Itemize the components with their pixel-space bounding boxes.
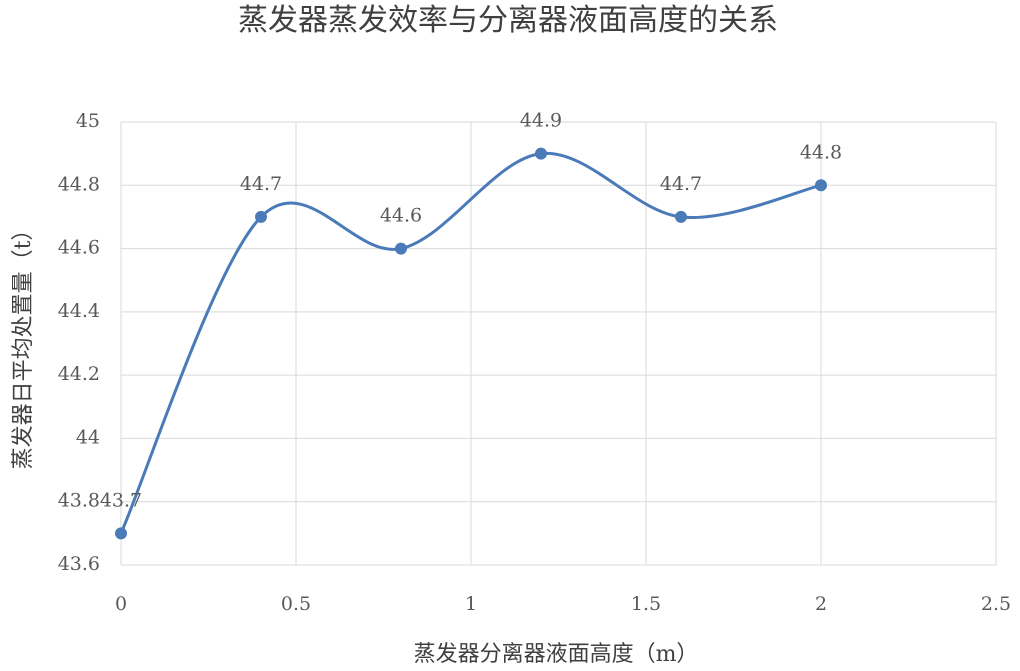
marker xyxy=(535,147,547,160)
chart-title: 蒸发器蒸发效率与分离器液面高度的关系 xyxy=(238,3,778,38)
y-tick-label: 43.8 xyxy=(58,490,100,512)
y-axis-label: 蒸发器日平均处置量（t） xyxy=(11,219,36,470)
x-tick-label: 2 xyxy=(815,593,827,615)
x-tick-label: 0 xyxy=(115,593,127,615)
marker xyxy=(395,242,407,255)
y-tick-label: 45 xyxy=(76,110,100,132)
y-tick-label: 44 xyxy=(76,426,100,448)
data-label: 44.7 xyxy=(240,173,282,195)
marker xyxy=(675,210,687,223)
x-tick-label: 1 xyxy=(465,593,477,615)
marker xyxy=(115,527,127,540)
y-tick-label: 44.8 xyxy=(58,173,100,195)
y-tick-label: 44.6 xyxy=(58,237,100,259)
x-tick-label: 0.5 xyxy=(281,593,311,615)
marker xyxy=(815,179,827,192)
data-label: 44.6 xyxy=(380,205,422,227)
data-label: 43.7 xyxy=(100,489,142,511)
y-tick-label: 44.2 xyxy=(58,363,100,385)
x-tick-label: 1.5 xyxy=(631,593,661,615)
x-tick-label: 2.5 xyxy=(981,593,1011,615)
data-label: 44.8 xyxy=(800,141,842,163)
y-tick-label: 43.6 xyxy=(58,553,100,575)
data-label: 44.9 xyxy=(520,110,562,132)
y-tick-label: 44.4 xyxy=(58,300,100,322)
marker xyxy=(255,210,267,223)
x-axis-label: 蒸发器分离器液面高度（m） xyxy=(414,642,699,667)
data-label: 44.7 xyxy=(660,173,702,195)
